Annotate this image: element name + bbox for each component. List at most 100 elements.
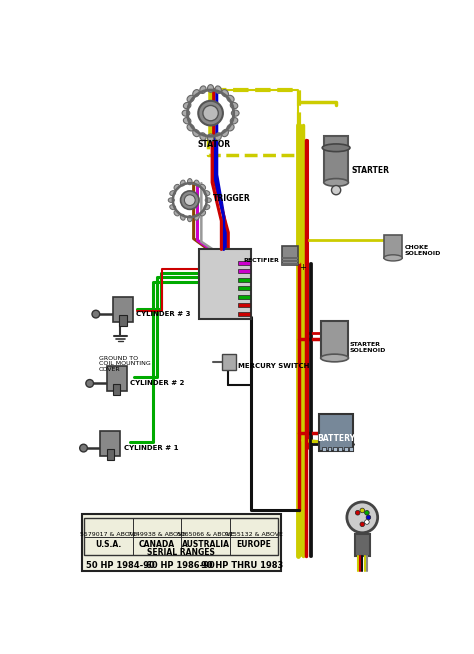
- Ellipse shape: [174, 211, 180, 216]
- Circle shape: [86, 379, 93, 387]
- Text: 90 HP THRU 1983: 90 HP THRU 1983: [201, 561, 283, 570]
- Bar: [282, 257, 298, 259]
- Ellipse shape: [168, 198, 174, 203]
- Circle shape: [198, 101, 223, 126]
- Text: TRIGGER: TRIGGER: [213, 194, 251, 203]
- Bar: [338, 447, 342, 451]
- Bar: [237, 269, 250, 273]
- Text: AUSTRALIA: AUSTRALIA: [182, 540, 229, 549]
- Circle shape: [181, 191, 199, 209]
- Ellipse shape: [208, 134, 214, 142]
- Circle shape: [356, 511, 360, 515]
- Ellipse shape: [188, 216, 192, 222]
- Bar: [222, 354, 236, 370]
- Ellipse shape: [200, 86, 206, 94]
- Bar: [321, 321, 348, 358]
- Text: 8065066 & ABOVE: 8065066 & ABOVE: [177, 532, 234, 537]
- Bar: [84, 518, 278, 555]
- Bar: [384, 235, 402, 258]
- Bar: [237, 261, 250, 265]
- Ellipse shape: [194, 215, 199, 220]
- Ellipse shape: [227, 124, 234, 131]
- Circle shape: [80, 444, 87, 452]
- Text: 50 HP 1984-90: 50 HP 1984-90: [86, 561, 155, 570]
- Bar: [119, 315, 127, 326]
- Ellipse shape: [200, 133, 206, 141]
- Text: +: +: [299, 264, 306, 273]
- Text: RECTIFIER: RECTIFIER: [243, 258, 279, 263]
- Text: STATOR: STATOR: [198, 139, 231, 148]
- Circle shape: [365, 511, 369, 515]
- Circle shape: [184, 195, 195, 205]
- Text: CYLINDER # 1: CYLINDER # 1: [124, 445, 178, 451]
- Bar: [237, 295, 250, 299]
- Bar: [107, 449, 114, 460]
- Circle shape: [366, 515, 371, 520]
- Ellipse shape: [193, 129, 200, 137]
- Text: STARTER
SOLENOID: STARTER SOLENOID: [350, 342, 386, 353]
- Bar: [282, 260, 298, 262]
- Ellipse shape: [200, 184, 206, 190]
- Bar: [355, 534, 370, 556]
- Bar: [237, 312, 250, 316]
- Bar: [100, 431, 120, 456]
- Text: SERIAL RANGES: SERIAL RANGES: [147, 547, 215, 557]
- Ellipse shape: [180, 180, 185, 186]
- Ellipse shape: [322, 144, 350, 152]
- Ellipse shape: [205, 198, 211, 203]
- Ellipse shape: [384, 255, 402, 261]
- Ellipse shape: [188, 179, 192, 184]
- Text: BATTERY: BATTERY: [317, 434, 355, 443]
- Ellipse shape: [215, 133, 221, 141]
- Circle shape: [365, 520, 369, 525]
- Ellipse shape: [183, 118, 191, 124]
- Text: CHOKE
SOLENOID: CHOKE SOLENOID: [405, 245, 441, 256]
- Bar: [282, 264, 298, 265]
- Text: 5579017 & ABOVE: 5579017 & ABOVE: [80, 532, 137, 537]
- Bar: [333, 447, 337, 451]
- Ellipse shape: [227, 95, 234, 102]
- Ellipse shape: [187, 95, 194, 102]
- Bar: [349, 447, 353, 451]
- Ellipse shape: [230, 118, 238, 124]
- Text: CYLINDER # 3: CYLINDER # 3: [136, 311, 191, 317]
- Bar: [319, 414, 353, 451]
- Ellipse shape: [230, 103, 238, 109]
- Bar: [133, 518, 134, 555]
- Text: GROUND TO
COIL MOUNTING
COVER: GROUND TO COIL MOUNTING COVER: [99, 356, 151, 372]
- Ellipse shape: [222, 129, 228, 137]
- Text: 60 HP 1986-90: 60 HP 1986-90: [146, 561, 215, 570]
- Ellipse shape: [180, 215, 185, 220]
- Bar: [282, 247, 298, 265]
- Ellipse shape: [324, 179, 348, 186]
- Text: CANADA: CANADA: [139, 540, 175, 549]
- Ellipse shape: [200, 211, 206, 216]
- Bar: [328, 447, 331, 451]
- Circle shape: [92, 310, 100, 318]
- Bar: [113, 297, 133, 322]
- Text: MERCURY SWITCH: MERCURY SWITCH: [237, 363, 309, 369]
- Ellipse shape: [194, 180, 199, 186]
- Ellipse shape: [222, 90, 228, 97]
- Bar: [344, 447, 347, 451]
- Ellipse shape: [193, 90, 200, 97]
- Bar: [237, 303, 250, 307]
- Text: 9255132 & ABOVE: 9255132 & ABOVE: [225, 532, 283, 537]
- Bar: [237, 286, 250, 290]
- Ellipse shape: [321, 354, 348, 362]
- Text: CYLINDER # 2: CYLINDER # 2: [130, 381, 184, 387]
- Circle shape: [331, 186, 341, 195]
- Circle shape: [360, 508, 365, 513]
- Ellipse shape: [204, 190, 210, 196]
- Ellipse shape: [183, 103, 191, 109]
- Ellipse shape: [187, 124, 194, 131]
- Bar: [82, 513, 281, 570]
- Ellipse shape: [215, 86, 221, 94]
- Ellipse shape: [170, 190, 176, 196]
- Ellipse shape: [182, 110, 190, 116]
- Ellipse shape: [208, 84, 214, 92]
- Text: STARTER: STARTER: [352, 166, 390, 175]
- Bar: [107, 366, 127, 391]
- Ellipse shape: [170, 205, 176, 210]
- Bar: [230, 518, 231, 555]
